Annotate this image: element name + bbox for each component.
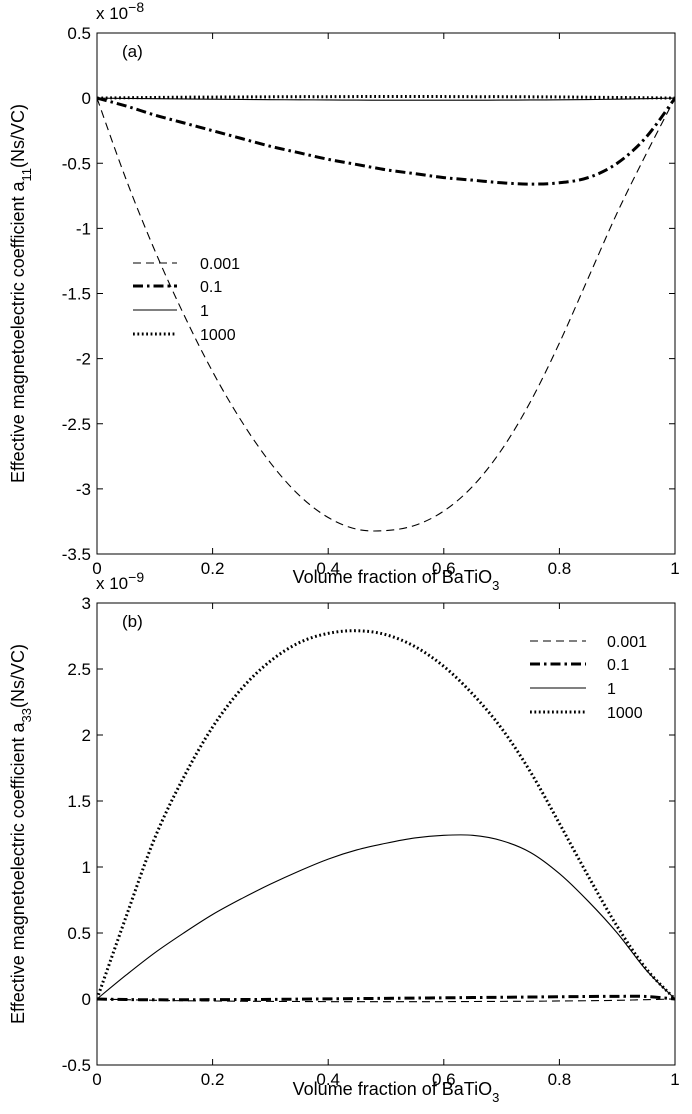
y-scale-exponent: x 10−9 bbox=[96, 569, 144, 593]
y-tick-label: -2 bbox=[76, 350, 91, 369]
legend-label: 1 bbox=[607, 681, 616, 698]
series-line-0-001 bbox=[97, 97, 675, 532]
y-tick-label: 2.5 bbox=[67, 660, 91, 679]
y-tick-label: -3 bbox=[76, 480, 91, 499]
y-tick-label: 0 bbox=[82, 89, 91, 108]
x-tick-label: 0 bbox=[92, 559, 101, 578]
x-tick-label: 0.4 bbox=[316, 1070, 340, 1089]
plot-frame bbox=[96, 602, 676, 1066]
y-tick-label: -2.5 bbox=[62, 415, 91, 434]
x-tick-label: 1 bbox=[670, 1070, 679, 1089]
plot-frame bbox=[96, 32, 676, 555]
panel-a-plot: 0 0.2 0.4 0.6 0.8 1 0.5 0 -0.5 -1 -1.5 -2 -2.5 -3 -3.5… bbox=[8, 0, 680, 593]
y-axis-title: Effective magnetoelectric coefficient a1… bbox=[8, 104, 34, 483]
x-axis-title: Volume fraction of BaTiO3 bbox=[293, 1079, 500, 1105]
series-line-1 bbox=[97, 834, 675, 1000]
x-tick-label: 0.8 bbox=[548, 559, 572, 578]
y-tick-label: -0.5 bbox=[62, 154, 91, 173]
y-tick-label: -1.5 bbox=[62, 285, 91, 304]
series-line-1000 bbox=[97, 629, 675, 1001]
y-tick-label: 3 bbox=[82, 594, 91, 613]
x-tick-label: 0.8 bbox=[548, 1070, 572, 1089]
x-tick-label: 0.6 bbox=[432, 1070, 456, 1089]
panel-b-plot: 0 0.2 0.4 0.6 0.8 132.521.510.50-0.5x 10−9(b)… bbox=[8, 569, 680, 1105]
y-tick-label: 1.5 bbox=[67, 792, 91, 811]
x-tick-label: 0.6 bbox=[432, 559, 456, 578]
x-tick-label: 0 bbox=[92, 1070, 101, 1089]
legend-label: 0.1 bbox=[607, 657, 629, 674]
y-tick-label: 0.5 bbox=[67, 24, 91, 43]
series-line-1000 bbox=[97, 95, 675, 100]
legend-label: 0.001 bbox=[200, 256, 240, 273]
y-tick-label: 0.5 bbox=[67, 924, 91, 943]
series-line-1 bbox=[97, 97, 675, 101]
series-line-0-1 bbox=[97, 96, 675, 186]
panel-label: (a) bbox=[122, 42, 143, 61]
y-tick-label: 2 bbox=[82, 726, 91, 745]
y-tick-label: 0 bbox=[82, 990, 91, 1009]
x-tick-label: 0.2 bbox=[201, 1070, 225, 1089]
y-tick-label: -0.5 bbox=[62, 1056, 91, 1075]
y-axis-title: Effective magnetoelectric coefficient a3… bbox=[8, 644, 34, 1024]
x-tick-label: 0.4 bbox=[316, 559, 340, 578]
series-line-0-1 bbox=[97, 994, 675, 1002]
y-scale-exponent: x 10−8 bbox=[96, 0, 144, 23]
x-axis-title: Volume fraction of BaTiO3 bbox=[293, 567, 500, 593]
legend-label: 1 bbox=[200, 303, 209, 320]
y-tick-label: -3.5 bbox=[62, 545, 91, 564]
legend-label: 1000 bbox=[607, 705, 643, 722]
legend-label: 0.1 bbox=[200, 279, 222, 296]
y-tick-label: -1 bbox=[76, 219, 91, 238]
series-line-0-001 bbox=[97, 998, 675, 1003]
legend-label: 0.001 bbox=[607, 634, 647, 651]
x-tick-label: 0.2 bbox=[201, 559, 225, 578]
y-tick-label: 1 bbox=[82, 858, 91, 877]
legend-label: 1000 bbox=[200, 327, 236, 344]
panel-label: (b) bbox=[122, 612, 143, 631]
x-tick-label: 1 bbox=[670, 559, 679, 578]
